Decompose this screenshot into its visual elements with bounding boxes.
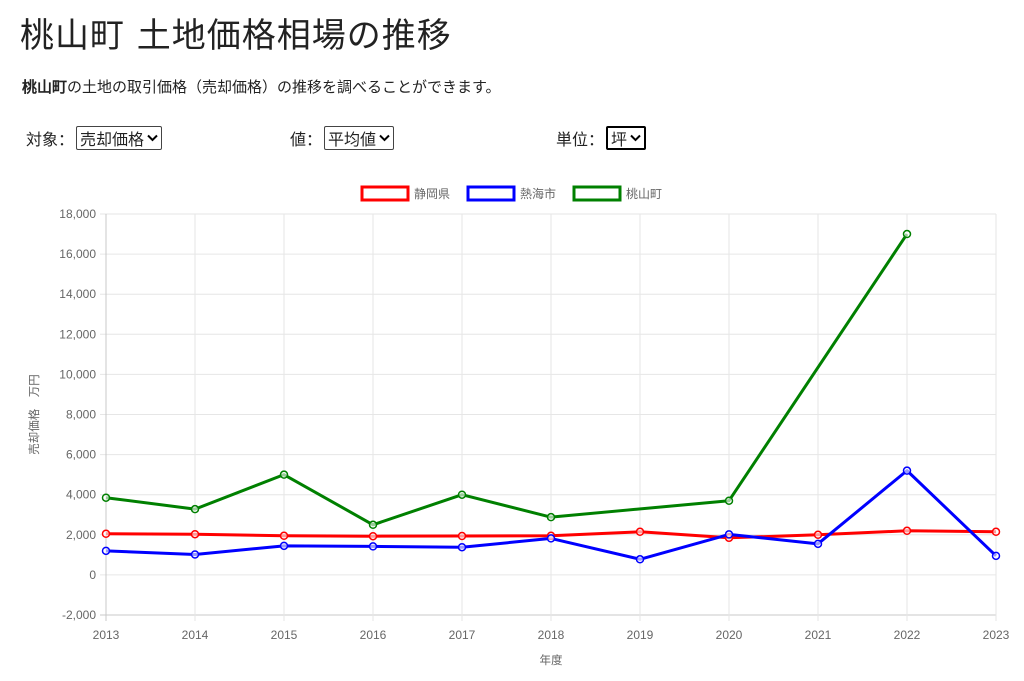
intro-area-name: 桃山町 bbox=[22, 78, 68, 96]
legend-label-2[interactable]: 熱海市 bbox=[520, 186, 556, 201]
data-point-3[interactable] bbox=[724, 496, 734, 505]
chevron-down-icon bbox=[147, 134, 158, 142]
data-point-1[interactable] bbox=[902, 526, 912, 536]
y-tick-label: -2,000 bbox=[62, 608, 96, 622]
y-tick-label: 10,000 bbox=[59, 367, 96, 381]
x-tick-label: 2017 bbox=[449, 628, 476, 642]
data-point-2[interactable] bbox=[635, 555, 645, 564]
y-axis-title: 売却価格 万円 bbox=[27, 374, 41, 455]
value-label: 値： bbox=[290, 130, 323, 149]
y-tick-label: 8,000 bbox=[66, 408, 96, 422]
x-tick-label: 2022 bbox=[894, 628, 921, 642]
unit-select[interactable]: 坪 bbox=[606, 126, 647, 150]
intro-text: 桃山町の土地の取引価格（売却価格）の推移を調べることができます。 bbox=[22, 76, 501, 97]
data-point-1[interactable] bbox=[368, 531, 378, 541]
x-tick-label: 2016 bbox=[360, 628, 387, 642]
chevron-down-icon bbox=[630, 134, 641, 142]
legend-swatch-3[interactable] bbox=[572, 185, 622, 202]
x-tick-label: 2021 bbox=[805, 628, 832, 642]
x-tick-label: 2019 bbox=[627, 628, 654, 642]
unit-label: 単位： bbox=[556, 130, 605, 149]
value-control: 値： 平均値 bbox=[290, 126, 395, 150]
data-point-3[interactable] bbox=[546, 512, 556, 522]
legend-swatch-2[interactable] bbox=[466, 185, 516, 202]
value-select[interactable]: 平均値 bbox=[324, 126, 395, 150]
target-select-value: 売却価格 bbox=[80, 130, 145, 149]
legend-label-3[interactable]: 桃山町 bbox=[626, 186, 662, 201]
x-tick-label: 2013 bbox=[93, 628, 120, 642]
data-point-1[interactable] bbox=[101, 529, 111, 539]
y-tick-label: 0 bbox=[89, 568, 96, 582]
data-point-1[interactable] bbox=[813, 530, 823, 540]
data-point-3[interactable] bbox=[368, 520, 378, 530]
y-tick-label: 4,000 bbox=[66, 488, 96, 502]
data-point-2[interactable] bbox=[724, 530, 734, 539]
page-title: 桃山町 土地価格相場の推移 bbox=[20, 16, 452, 56]
x-axis-title: 年度 bbox=[540, 653, 563, 667]
data-point-3[interactable] bbox=[101, 493, 111, 502]
x-tick-label: 2020 bbox=[716, 628, 743, 642]
data-point-3[interactable] bbox=[902, 229, 912, 239]
legend-swatch-1[interactable] bbox=[360, 185, 410, 202]
data-point-1[interactable] bbox=[457, 531, 467, 541]
data-point-3[interactable] bbox=[190, 504, 200, 514]
y-tick-label: 2,000 bbox=[66, 528, 96, 542]
x-tick-label: 2014 bbox=[182, 628, 209, 642]
x-tick-label: 2018 bbox=[538, 628, 565, 642]
data-point-3[interactable] bbox=[279, 470, 289, 479]
data-point-1[interactable] bbox=[635, 527, 645, 537]
intro-description: の土地の取引価格（売却価格）の推移を調べることができます。 bbox=[67, 78, 501, 96]
y-tick-label: 6,000 bbox=[66, 448, 96, 462]
value-select-value: 平均値 bbox=[328, 130, 377, 149]
data-point-2[interactable] bbox=[991, 551, 1001, 561]
data-point-2[interactable] bbox=[368, 542, 378, 551]
data-point-3[interactable] bbox=[457, 490, 467, 499]
unit-control: 単位： 坪 bbox=[556, 126, 647, 150]
data-point-2[interactable] bbox=[101, 546, 111, 556]
chevron-down-icon bbox=[379, 134, 390, 142]
data-point-1[interactable] bbox=[279, 531, 289, 541]
data-point-2[interactable] bbox=[190, 550, 200, 559]
series-line-3 bbox=[105, 233, 909, 527]
target-control: 対象： 売却価格 bbox=[26, 126, 163, 150]
y-tick-label: 16,000 bbox=[59, 247, 96, 261]
data-point-1[interactable] bbox=[991, 527, 1001, 537]
target-label: 対象： bbox=[26, 130, 75, 149]
data-point-2[interactable] bbox=[457, 542, 467, 552]
data-point-2[interactable] bbox=[546, 534, 556, 543]
data-point-1[interactable] bbox=[190, 529, 200, 539]
x-tick-label: 2023 bbox=[983, 628, 1010, 642]
y-tick-label: 18,000 bbox=[59, 207, 96, 221]
legend-label-1[interactable]: 静岡県 bbox=[414, 187, 450, 201]
target-select[interactable]: 売却価格 bbox=[76, 126, 163, 150]
y-tick-label: 14,000 bbox=[59, 287, 96, 301]
x-tick-label: 2015 bbox=[271, 628, 298, 642]
unit-select-value: 坪 bbox=[611, 130, 628, 149]
data-point-2[interactable] bbox=[279, 541, 289, 551]
data-point-2[interactable] bbox=[902, 466, 912, 475]
y-tick-label: 12,000 bbox=[59, 327, 96, 341]
data-point-2[interactable] bbox=[813, 539, 823, 549]
